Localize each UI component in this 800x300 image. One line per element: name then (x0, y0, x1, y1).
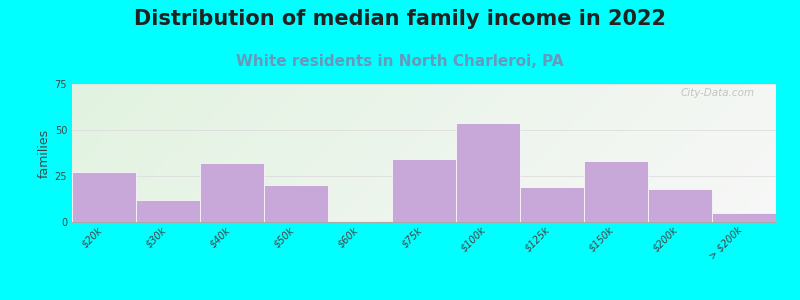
Bar (136, 200, 200, 222)
Text: City-Data.com: City-Data.com (681, 88, 755, 98)
Bar (392, 159, 456, 222)
Bar (200, 163, 264, 222)
Bar (648, 189, 712, 222)
Y-axis label: families: families (38, 128, 50, 178)
Bar (264, 185, 328, 222)
Text: White residents in North Charleroi, PA: White residents in North Charleroi, PA (236, 54, 564, 69)
Bar (72, 172, 136, 222)
Text: Distribution of median family income in 2022: Distribution of median family income in … (134, 9, 666, 29)
Bar (520, 187, 584, 222)
Bar (456, 123, 520, 222)
Bar (584, 161, 648, 222)
Bar (712, 213, 776, 222)
